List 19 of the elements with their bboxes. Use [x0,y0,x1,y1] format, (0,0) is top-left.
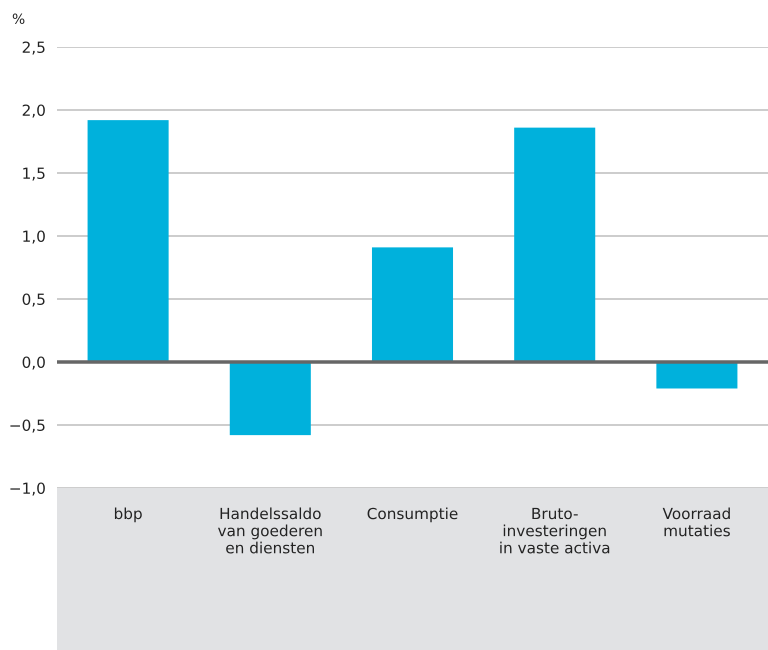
y-tick-label: 2,0 [22,104,45,118]
x-tick-label: Bruto- investeringen in vaste activa [500,508,610,554]
bar [230,362,311,436]
y-tick-label: 0,5 [22,293,45,307]
y-tick-label: 0,0 [22,356,45,370]
x-tick-label: bbp [114,507,142,522]
y-tick-label: −0,5 [10,419,45,433]
bar [514,128,596,362]
bar [372,247,454,362]
bar [656,362,738,388]
x-tick-label: Handelssaldo van goederen en diensten [218,507,322,554]
y-tick-label: 1,0 [23,230,45,244]
x-tick-label: Voorraad mutaties [662,507,730,536]
y-tick-label: 2,5 [22,41,45,55]
y-tick-label: 1,5 [23,168,45,181]
x-tick-label: Consumptie [368,507,458,522]
bar [88,120,169,362]
y-axis-title: % [12,14,24,24]
y-tick-label: −1,0 [10,482,45,496]
